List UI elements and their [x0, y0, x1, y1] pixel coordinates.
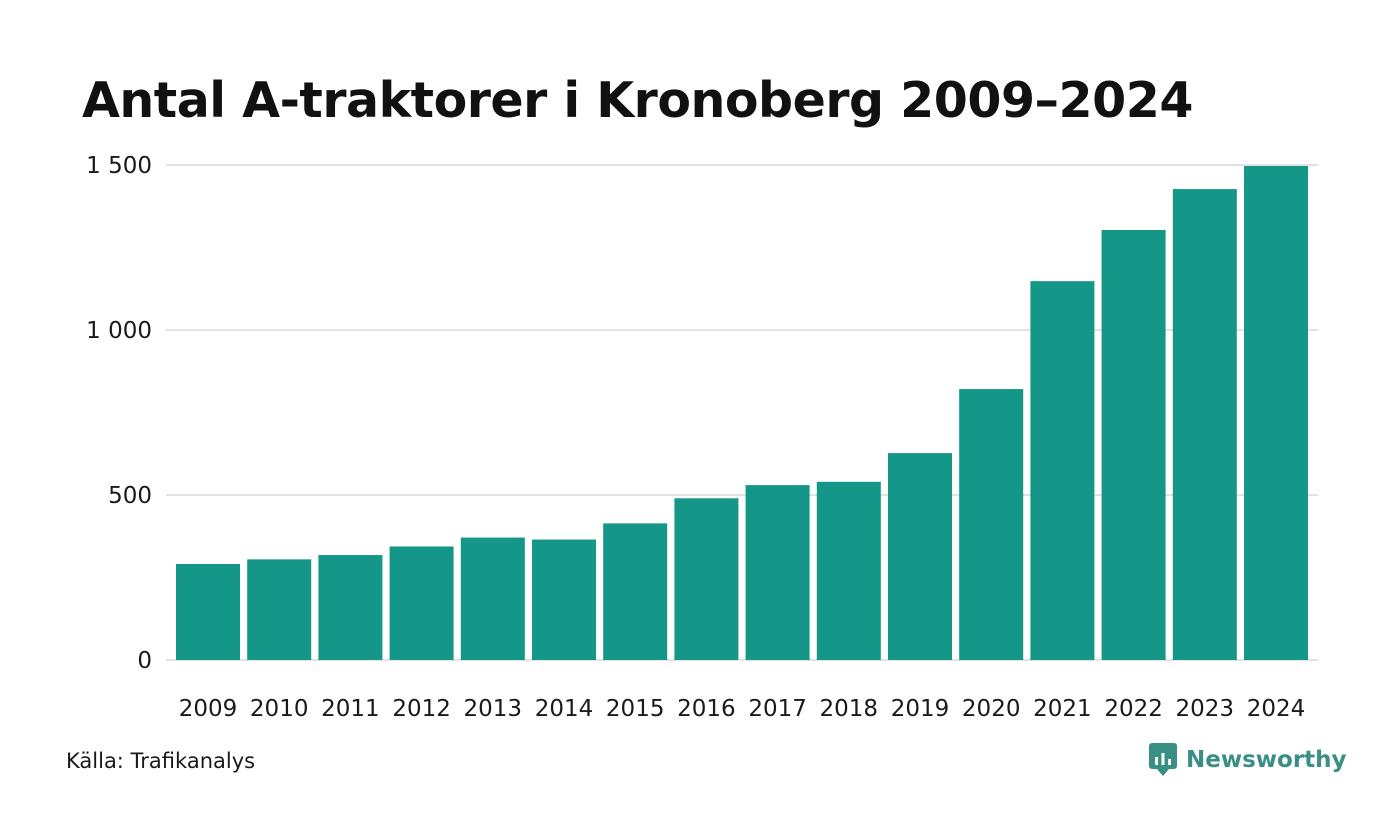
bar	[1244, 165, 1308, 661]
bars	[176, 165, 1308, 661]
x-tick-label: 2018	[820, 696, 879, 722]
y-tick-label: 500	[108, 483, 152, 509]
bar	[603, 523, 668, 660]
bar	[176, 563, 240, 660]
brand-logo: Newsworthy	[1148, 742, 1347, 778]
bar	[674, 498, 739, 660]
bar	[247, 559, 312, 660]
y-tick-label: 1 500	[86, 153, 152, 179]
x-tick-label: 2011	[321, 696, 380, 722]
bar	[1172, 189, 1237, 660]
newsworthy-logo-icon	[1149, 743, 1177, 776]
bar	[745, 485, 810, 660]
bar	[959, 389, 1024, 660]
x-tick-label: 2016	[677, 696, 736, 722]
x-axis-ticks: 2009 2010 2011 2012 2013 2014 2015 2016 2017 2018…	[179, 696, 1306, 722]
x-tick-label: 2010	[250, 696, 309, 722]
x-tick-label: 2019	[891, 696, 950, 722]
y-tick-label: 1 000	[86, 318, 152, 344]
bar	[888, 453, 952, 660]
bar	[532, 539, 596, 660]
bar	[460, 537, 525, 660]
y-tick-label: 0	[137, 648, 152, 674]
source-note: Källa: Trafikanalys	[66, 749, 256, 773]
x-tick-label: 2024	[1247, 696, 1306, 722]
x-tick-label: 2021	[1033, 696, 1092, 722]
chart-title: Antal A-traktorer i Kronoberg 2009–2024	[82, 72, 1193, 129]
bar	[389, 546, 454, 660]
x-tick-label: 2017	[748, 696, 807, 722]
bar	[318, 555, 383, 660]
x-tick-label: 2015	[606, 696, 665, 722]
x-tick-label: 2013	[464, 696, 523, 722]
brand-name: Newsworthy	[1186, 747, 1347, 773]
x-tick-label: 2012	[392, 696, 451, 722]
y-axis-ticks: 0 500 1 000 1 500	[86, 153, 152, 674]
x-tick-label: 2023	[1176, 696, 1235, 722]
x-tick-label: 2009	[179, 696, 238, 722]
x-tick-label: 2014	[535, 696, 594, 722]
bar	[1030, 281, 1095, 660]
bar	[816, 481, 881, 660]
x-tick-label: 2020	[962, 696, 1021, 722]
bar	[1101, 230, 1166, 660]
x-tick-label: 2022	[1104, 696, 1163, 722]
